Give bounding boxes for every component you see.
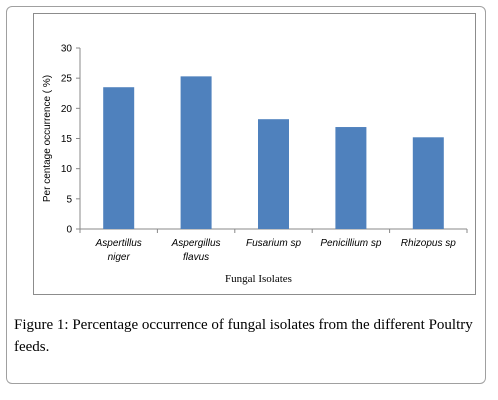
- category-label: Aspergillus flavus: [171, 238, 221, 263]
- category-label: Penicillium sp: [320, 238, 382, 249]
- y-axis: 0 5 10 15 20 25 30: [61, 44, 81, 236]
- y-tick-label: 30: [61, 44, 73, 55]
- bar: [103, 87, 135, 229]
- y-tick-label: 15: [61, 134, 73, 145]
- x-axis: [79, 228, 468, 233]
- y-tick-label: 10: [61, 164, 73, 175]
- caption-text: Percentage occurrence of fungal isolates…: [14, 317, 473, 355]
- category-label: Aspertillus niger: [95, 238, 142, 263]
- bar: [412, 137, 444, 229]
- y-tick-label: 5: [66, 194, 72, 205]
- category-label: Rhizopus sp: [401, 238, 456, 249]
- y-axis-title: Per centage occurrence ( %): [42, 75, 53, 202]
- bar-chart: 0 5 10 15 20 25 30 Aspertillus niger Aspergillus…: [42, 44, 468, 285]
- y-tick-label: 0: [66, 225, 72, 236]
- category-label: Fusarium sp: [246, 238, 301, 249]
- y-tick-label: 25: [61, 74, 73, 85]
- figure-caption: Figure 1: Percentage occurrence of funga…: [14, 314, 482, 358]
- bar: [180, 76, 212, 230]
- caption-label: Figure 1:: [14, 317, 69, 333]
- category-labels: Aspertillus niger Aspergillus flavus Fusariu…: [95, 238, 457, 263]
- bars: [103, 76, 444, 230]
- x-axis-title: Fungal Isolates: [225, 273, 292, 285]
- y-tick-label: 20: [61, 104, 73, 115]
- bar: [258, 119, 289, 229]
- bar: [335, 127, 367, 229]
